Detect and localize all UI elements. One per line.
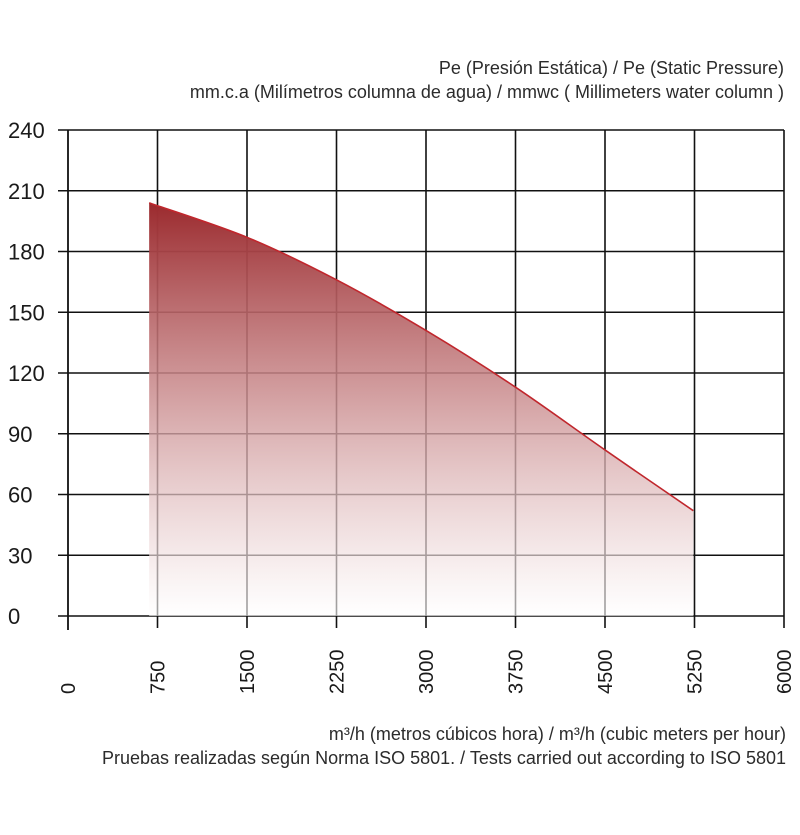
curve-line — [148, 202, 694, 512]
x-tick-label: 3000 — [416, 650, 438, 695]
y-tick-label: 180 — [8, 240, 45, 265]
y-tick-label: 210 — [8, 179, 45, 204]
y-tick-label: 60 — [8, 483, 32, 508]
y-tick-label: 0 — [8, 604, 20, 629]
x-tick-label: 6000 — [774, 650, 796, 695]
y-tick-labels: 0 30 60 90 120 150 180 210 240 — [8, 118, 45, 629]
curve-area-fill — [149, 202, 694, 616]
x-tick-label: 0 — [58, 683, 80, 694]
x-tick-label: 4500 — [595, 650, 617, 695]
x-tick-label: 3750 — [506, 650, 528, 695]
x-tick-label: 5250 — [685, 650, 707, 695]
x-tick-labels: 0 750 1500 2250 3000 3750 4500 5250 6000 — [58, 650, 796, 695]
x-tick-label: 1500 — [237, 650, 259, 695]
y-tick-label: 120 — [8, 361, 45, 386]
y-tick-label: 240 — [8, 118, 45, 143]
y-axis-label-line-1: Pe (Presión Estática) / Pe (Static Press… — [438, 58, 784, 78]
x-tick-label: 2250 — [327, 650, 349, 695]
y-tick-label: 90 — [8, 422, 32, 447]
y-axis-label-line-2: mm.c.a (Milímetros columna de agua) / mm… — [189, 82, 784, 102]
y-tick-label: 150 — [8, 300, 45, 325]
x-axis-label-note: Pruebas realizadas según Norma ISO 5801.… — [101, 748, 786, 768]
x-tick-label: 750 — [148, 661, 170, 694]
area-layer — [148, 202, 694, 616]
y-tick-label: 30 — [8, 543, 32, 568]
x-axis-label-line-1: m³/h (metros cúbicos hora) / m³/h (cubic… — [328, 724, 786, 744]
